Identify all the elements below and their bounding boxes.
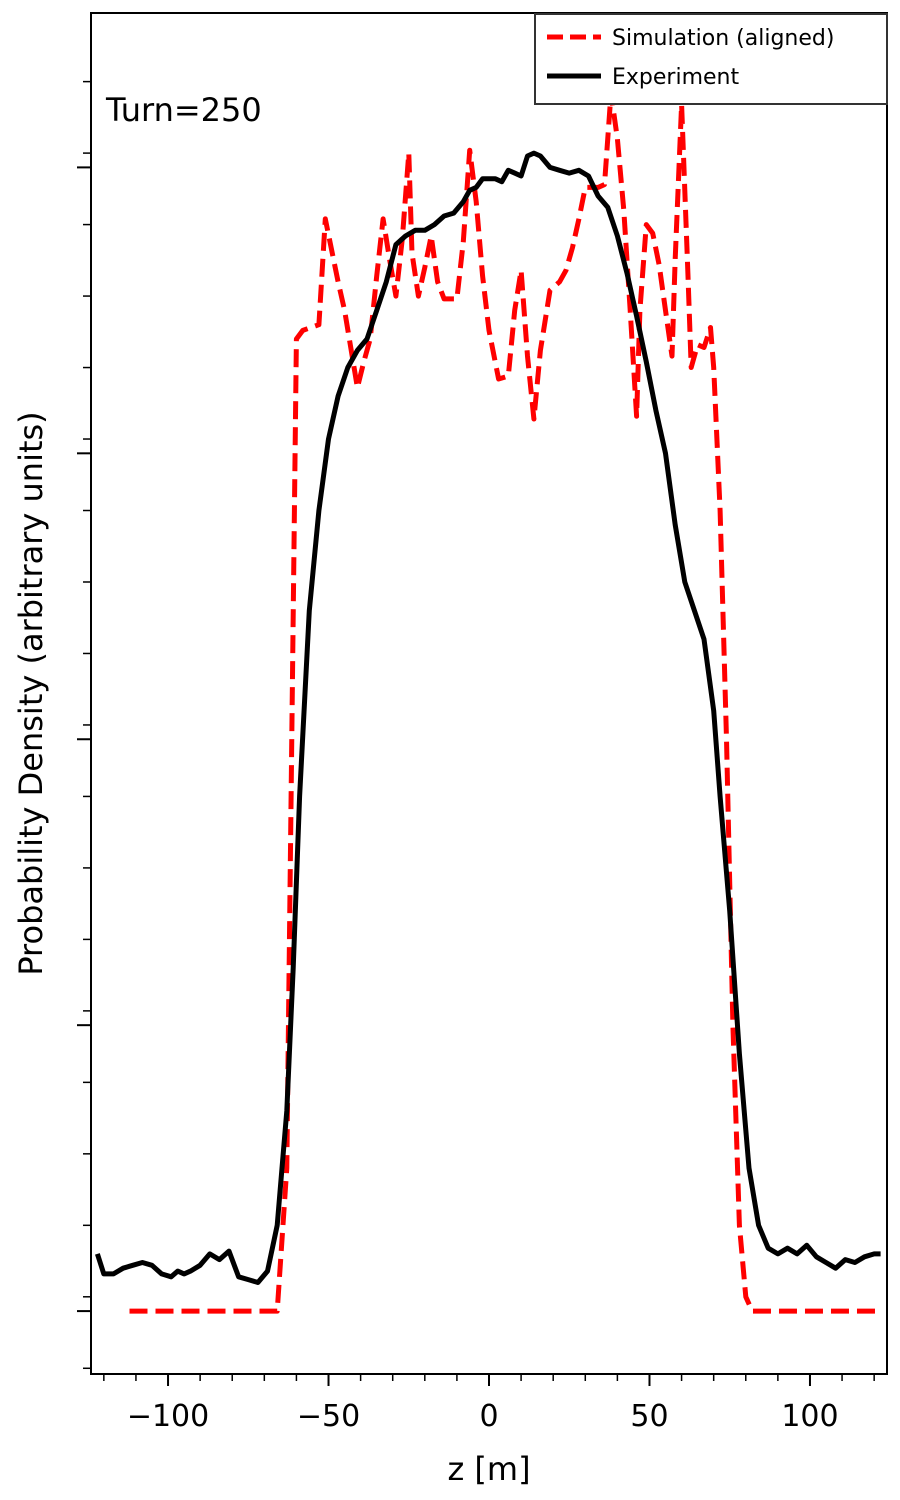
plot-frame — [90, 12, 888, 1375]
legend-label-experiment: Experiment — [612, 65, 739, 90]
legend-label-simulation: Simulation (aligned) — [612, 26, 834, 51]
y-axis — [77, 80, 91, 1370]
series-line-simulation — [129, 90, 881, 1314]
x-tick-label: 0 — [479, 1399, 498, 1434]
x-axis: −100 −50 0 50 100 — [103, 1374, 875, 1434]
series-line-experiment — [95, 150, 881, 1285]
x-tick-label: −100 — [127, 1399, 209, 1434]
x-axis-label: z [m] — [447, 1450, 530, 1488]
legend: Simulation (aligned) Experiment — [534, 13, 888, 105]
y-axis-label: Probability Density (arbitrary units) — [12, 411, 50, 975]
turn-annotation: Turn=250 — [105, 91, 262, 129]
plot-area — [95, 90, 881, 1314]
x-tick-label: 50 — [630, 1399, 668, 1434]
x-tick-label: 100 — [781, 1399, 838, 1434]
x-tick-label: −50 — [297, 1399, 360, 1434]
legend-box — [534, 13, 888, 105]
